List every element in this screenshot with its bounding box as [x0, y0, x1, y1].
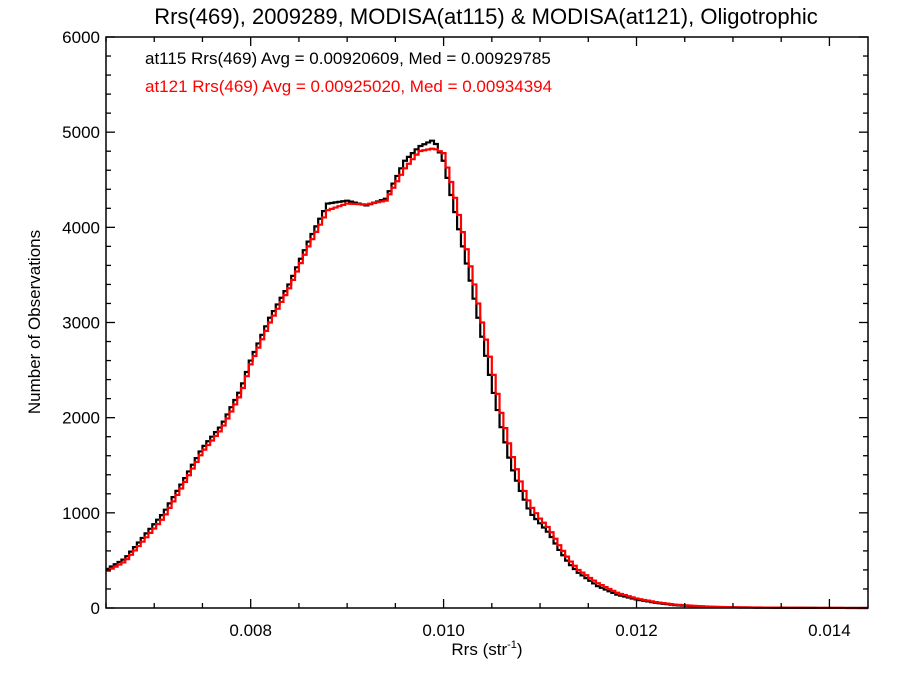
x-axis-label: Rrs (str-1) — [451, 639, 522, 659]
x-tick-label: 0.008 — [229, 621, 272, 640]
x-tick-label: 0.014 — [808, 621, 851, 640]
chart-title: Rrs(469), 2009289, MODISA(at115) & MODIS… — [154, 4, 818, 29]
y-tick-label: 0 — [91, 599, 100, 618]
series-layer — [106, 139, 868, 610]
series-at121-line — [106, 147, 868, 610]
y-tick-labels: 0 1000 2000 3000 4000 5000 6000 — [62, 28, 100, 618]
y-tick-label: 2000 — [62, 409, 100, 428]
x-tick-labels: 0.008 0.010 0.012 0.014 — [229, 621, 850, 640]
y-tick-label: 1000 — [62, 504, 100, 523]
y-tick-label: 4000 — [62, 218, 100, 237]
x-tick-label: 0.012 — [615, 621, 658, 640]
y-tick-label: 3000 — [62, 314, 100, 333]
x-axis-label-superscript: -1 — [507, 639, 517, 651]
plot-frame — [105, 36, 869, 609]
ticks-layer — [105, 36, 868, 609]
y-axis-label: Number of Observations — [25, 230, 44, 414]
y-tick-label: 6000 — [62, 28, 100, 47]
x-tick-label: 0.010 — [422, 621, 465, 640]
y-tick-label: 5000 — [62, 123, 100, 142]
x-axis-label-main: Rrs (str — [451, 640, 507, 659]
series-at115-line — [106, 139, 868, 610]
stats-at121: at121 Rrs(469) Avg = 0.00925020, Med = 0… — [145, 77, 552, 96]
stats-at115: at115 Rrs(469) Avg = 0.00920609, Med = 0… — [145, 49, 551, 68]
x-axis-label-close: ) — [517, 640, 523, 659]
